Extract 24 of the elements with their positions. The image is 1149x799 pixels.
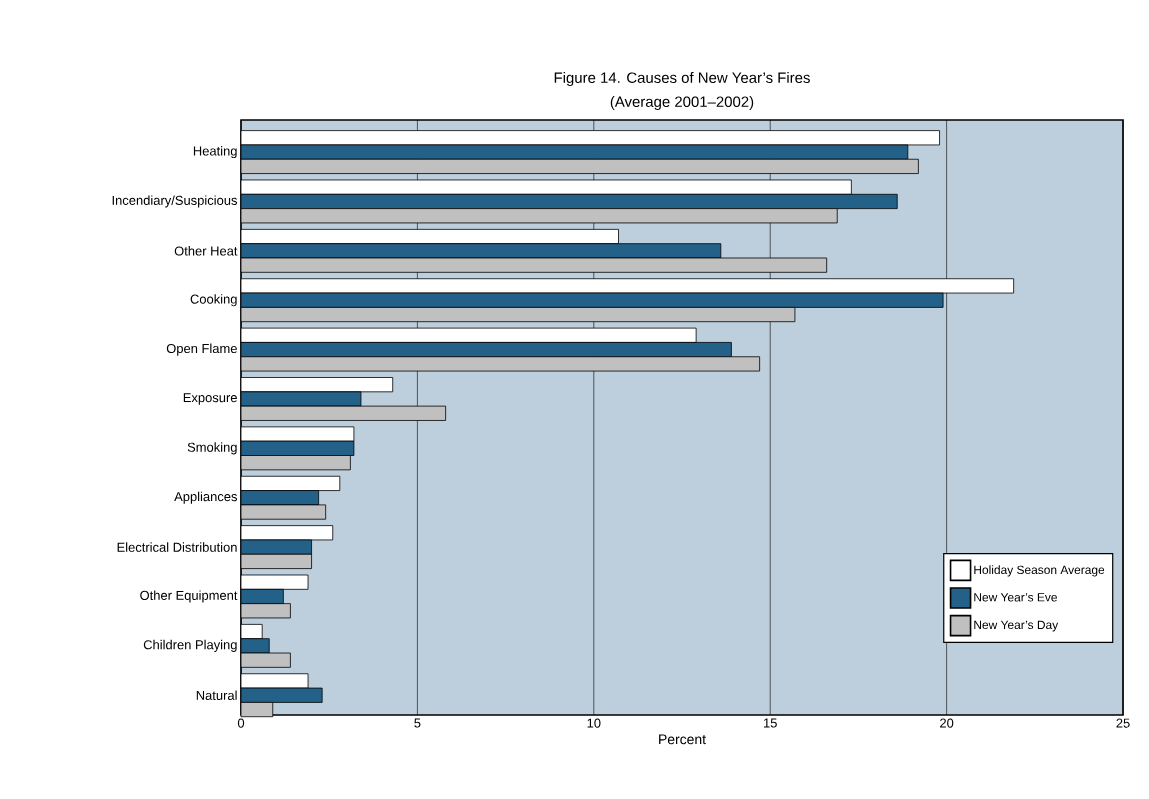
y-tick-label: Other Heat: [174, 246, 238, 256]
x-axis-title: Percent: [659, 734, 706, 745]
y-tick-label: Incendiary/Suspicious: [112, 195, 238, 208]
y-tick-label: Cooking: [190, 294, 237, 307]
x-tick-label: 25: [1116, 718, 1130, 728]
y-tick-label: Exposure: [183, 393, 237, 405]
y-tick-label: Other Equipment: [140, 590, 238, 603]
x-tick-label: 15: [763, 718, 777, 728]
y-tick-label: Appliances: [174, 491, 238, 504]
x-tick-label: 10: [587, 718, 601, 728]
legend-label: New Year’s Day: [974, 620, 1059, 632]
y-tick-label: Electrical Distribution: [117, 542, 237, 552]
x-tick-label: 5: [414, 718, 421, 728]
x-tick-label: 0: [237, 718, 245, 728]
y-tick-label: Heating: [193, 146, 237, 159]
legend-label: New Year’s Eve: [974, 593, 1057, 602]
y-tick-label: Open Flame: [166, 343, 237, 356]
x-tick-label: 20: [940, 718, 954, 728]
y-tick-label: Natural: [196, 690, 237, 700]
y-tick-label: Smoking: [187, 442, 237, 455]
chart-subtitle: (Average 2001–2002): [610, 96, 754, 110]
chart-title: Figure 14. Causes of New Year’s Fires: [554, 72, 810, 86]
legend-label: Holiday Season Average: [974, 565, 1105, 577]
y-tick-label: Children Playing: [143, 639, 237, 652]
